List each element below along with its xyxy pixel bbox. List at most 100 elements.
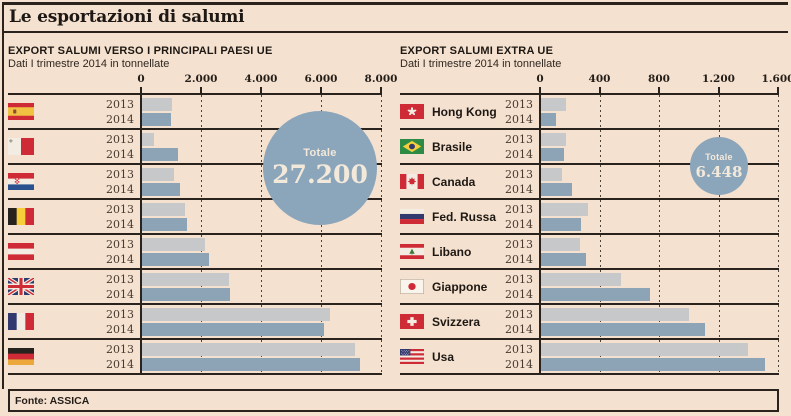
year-label-2014: 2014 <box>505 322 533 336</box>
year-label-2013: 2013 <box>106 167 134 181</box>
country-row-svizzera: Svizzera 2013 2014 <box>400 305 779 340</box>
year-labels: 2013 2014 <box>106 132 140 162</box>
source-box: Fonte: ASSICA <box>8 389 779 412</box>
bar-2013-belgio <box>142 202 185 216</box>
belgio-flag-icon <box>8 208 34 225</box>
row-plot-zone <box>140 200 380 233</box>
year-label-2013: 2013 <box>505 342 533 356</box>
left-frame-rule <box>2 2 4 389</box>
chart-extra-axis: 0 400 800 1.200 1.600 <box>400 71 791 93</box>
bar-2013-regno-unito <box>142 272 229 286</box>
gridline <box>261 95 262 375</box>
year-labels: 2013 2014 <box>505 307 539 337</box>
row-plot-zone <box>140 130 380 163</box>
row-plot-zone <box>539 340 777 373</box>
year-label-2013: 2013 <box>106 202 134 216</box>
axis-tick-mark <box>777 87 779 93</box>
bar-2013-croazia <box>142 167 174 181</box>
year-labels: 2013 2014 <box>505 97 539 127</box>
francia-flag-icon <box>8 313 34 330</box>
year-labels: 2013 2014 <box>106 237 140 267</box>
row-label-zone: 2013 2014 <box>8 340 140 373</box>
year-label-2014: 2014 <box>505 217 533 231</box>
row-plot-zone <box>539 165 777 198</box>
axis-tick-label: 1.200 <box>702 73 735 85</box>
chart-extra-subtitle: Dati I trimestre 2014 in tonnellate <box>400 58 562 70</box>
axis-tick-mark <box>380 87 382 93</box>
gridline <box>321 95 322 375</box>
axis-tick-label: 1.600 <box>761 73 791 85</box>
year-label-2013: 2013 <box>106 272 134 286</box>
bar-2014-croazia <box>142 182 180 196</box>
country-row-austria: 2013 2014 <box>8 235 382 270</box>
axis-tick-mark <box>320 87 322 93</box>
total-label: Totale <box>705 151 733 162</box>
year-label-2013: 2013 <box>505 167 533 181</box>
bar-2013-canada <box>541 167 562 181</box>
year-label-2014: 2014 <box>505 112 533 126</box>
country-row-usa: Usa 2013 2014 <box>400 340 779 375</box>
axis-tick-label: 800 <box>648 73 670 85</box>
axis-tick-mark <box>539 87 541 93</box>
bar-2014-libano <box>541 252 586 266</box>
row-label-zone: Libano 2013 2014 <box>400 235 539 268</box>
bar-2013-brasile <box>541 132 566 146</box>
year-label-2013: 2013 <box>106 237 134 251</box>
row-label-zone: 2013 2014 <box>8 130 140 163</box>
year-labels: 2013 2014 <box>106 307 140 337</box>
bar-2013-libano <box>541 237 580 251</box>
year-label-2014: 2014 <box>505 357 533 371</box>
year-labels: 2013 2014 <box>505 237 539 267</box>
country-row-francia: 2013 2014 <box>8 305 382 340</box>
germania-flag-icon <box>8 348 34 365</box>
bar-2013-spagna <box>142 97 172 111</box>
regno-unito-flag-icon <box>8 278 34 295</box>
bar-2014-canada <box>541 182 572 196</box>
giappone-flag-icon <box>400 279 424 294</box>
country-row-croazia: 2013 2014 <box>8 165 382 200</box>
axis-tick-mark <box>598 87 601 93</box>
chart-extra-rows: Hong Kong 2013 2014 Brasile <box>400 93 779 375</box>
year-label-2013: 2013 <box>505 272 533 286</box>
bar-2013-francia <box>142 307 330 321</box>
bar-2013-svizzera <box>541 307 689 321</box>
spagna-flag-icon <box>8 103 34 120</box>
total-label: Totale <box>303 147 337 159</box>
chart-eu-subtitle: Dati I trimestre 2014 in tonnellate <box>8 58 170 70</box>
bar-2014-germania <box>142 357 360 371</box>
year-labels: 2013 2014 <box>106 167 140 197</box>
year-label-2014: 2014 <box>106 322 134 336</box>
axis-tick-label: 6.000 <box>304 73 338 85</box>
bar-2013-germania <box>142 342 355 356</box>
chart-eu-total-badge: Totale 27.200 <box>263 111 377 225</box>
year-labels: 2013 2014 <box>106 342 140 372</box>
axis-tick-mark <box>200 87 202 93</box>
chart-extra-ue: EXPORT SALUMI EXTRA UE Dati I trimestre … <box>400 45 791 375</box>
chart-eu-title: EXPORT SALUMI VERSO I PRINCIPALI PAESI U… <box>8 45 273 57</box>
bar-2014-usa <box>541 357 765 371</box>
source-text: Fonte: ASSICA <box>15 394 90 407</box>
chart-eu-rows: 2013 2014 2013 2014 <box>8 93 382 375</box>
bar-2014-francia <box>142 322 324 336</box>
axis-tick-label: 400 <box>588 73 611 85</box>
bar-2014-brasile <box>541 147 564 161</box>
country-label-svizzera: Svizzera <box>432 314 481 329</box>
title-rule <box>2 31 788 33</box>
year-labels: 2013 2014 <box>505 202 539 232</box>
hong-kong-flag-icon <box>400 104 424 119</box>
bar-2013-usa <box>541 342 748 356</box>
country-row-belgio: 2013 2014 <box>8 200 382 235</box>
row-label-zone: 2013 2014 <box>8 235 140 268</box>
year-labels: 2013 2014 <box>106 272 140 302</box>
bar-2014-giappone <box>541 287 650 301</box>
bar-2014-spagna <box>142 112 171 126</box>
bar-2013-austria <box>142 237 205 251</box>
year-label-2013: 2013 <box>505 97 533 111</box>
year-label-2014: 2014 <box>106 147 134 161</box>
bar-2014-svizzera <box>541 322 705 336</box>
brasile-flag-icon <box>400 139 424 154</box>
year-label-2014: 2014 <box>505 147 533 161</box>
year-label-2013: 2013 <box>106 342 134 356</box>
year-labels: 2013 2014 <box>505 167 539 197</box>
